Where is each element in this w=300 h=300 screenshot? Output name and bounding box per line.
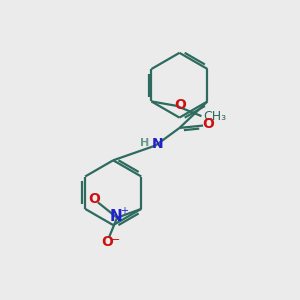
Text: O: O [202, 117, 214, 131]
Text: N: N [109, 209, 122, 224]
Text: O: O [101, 236, 113, 250]
Text: CH₃: CH₃ [203, 110, 226, 123]
Text: N: N [152, 137, 164, 152]
Text: −: − [111, 235, 120, 244]
Text: +: + [120, 206, 128, 216]
Text: H: H [140, 138, 150, 148]
Text: O: O [174, 98, 186, 112]
Text: O: O [88, 193, 100, 206]
